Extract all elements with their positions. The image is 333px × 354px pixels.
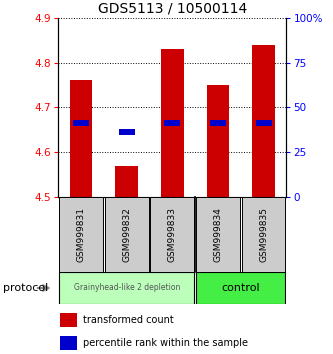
Text: Grainyhead-like 2 depletion: Grainyhead-like 2 depletion xyxy=(74,284,180,292)
Bar xyxy=(60,313,77,327)
Text: GSM999832: GSM999832 xyxy=(122,207,131,262)
FancyBboxPatch shape xyxy=(151,197,194,272)
Bar xyxy=(115,166,138,197)
FancyBboxPatch shape xyxy=(59,272,194,304)
Text: GSM999835: GSM999835 xyxy=(259,207,268,262)
Bar xyxy=(119,129,135,135)
Bar xyxy=(252,45,275,197)
Text: GSM999833: GSM999833 xyxy=(168,207,177,262)
Bar xyxy=(70,80,93,197)
FancyBboxPatch shape xyxy=(59,197,103,272)
Title: GDS5113 / 10500114: GDS5113 / 10500114 xyxy=(98,1,247,15)
Bar xyxy=(210,120,226,126)
FancyBboxPatch shape xyxy=(105,197,149,272)
Bar xyxy=(165,120,180,126)
Text: GSM999834: GSM999834 xyxy=(213,207,222,262)
FancyBboxPatch shape xyxy=(196,272,285,304)
FancyBboxPatch shape xyxy=(196,197,240,272)
Text: transformed count: transformed count xyxy=(83,315,174,325)
FancyBboxPatch shape xyxy=(242,197,285,272)
Text: protocol: protocol xyxy=(3,283,49,293)
Text: control: control xyxy=(221,283,260,293)
Bar xyxy=(256,120,271,126)
Bar xyxy=(60,336,77,350)
Text: GSM999831: GSM999831 xyxy=(77,207,86,262)
Bar xyxy=(73,120,89,126)
Bar xyxy=(206,85,229,197)
Text: percentile rank within the sample: percentile rank within the sample xyxy=(83,338,248,348)
Bar xyxy=(161,49,184,197)
